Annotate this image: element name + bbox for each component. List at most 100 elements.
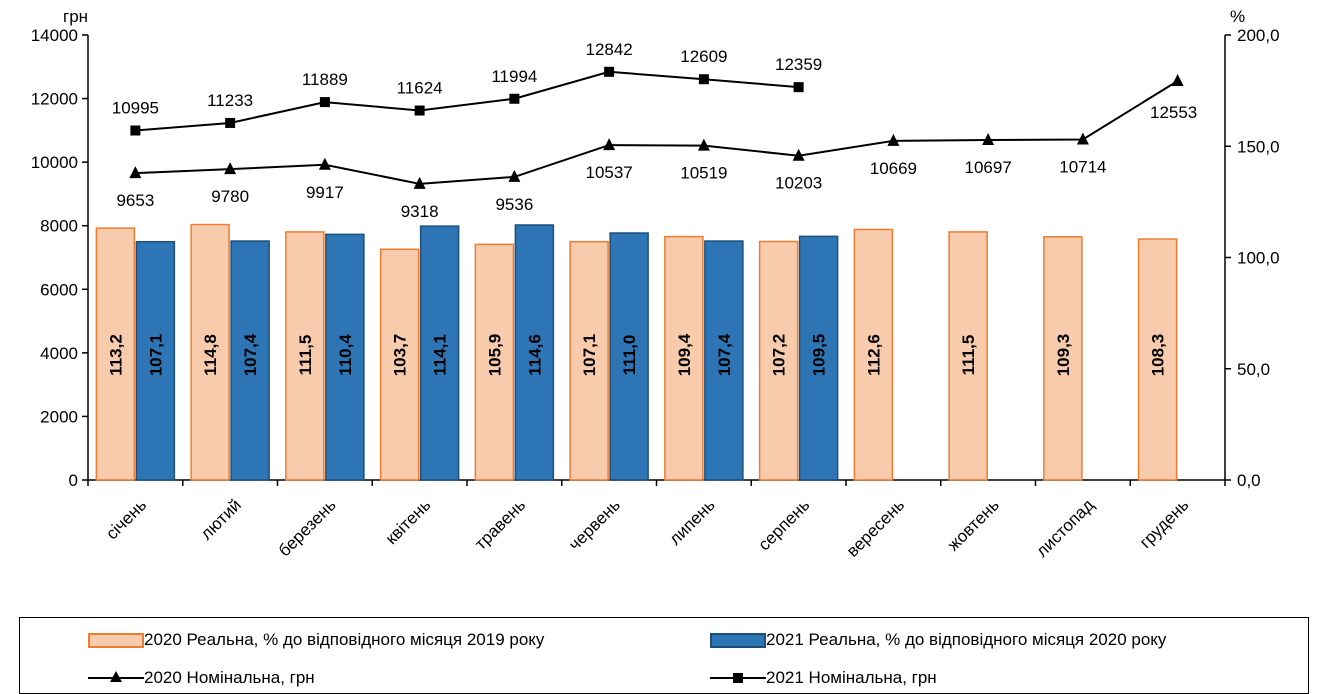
bar-label-2020-0: 113,2 (106, 334, 125, 376)
right-tick-label-3: 150,0 (1237, 137, 1280, 156)
right-tick-label-2: 100,0 (1237, 249, 1280, 268)
label-2021-nominal-6: 12609 (680, 47, 727, 66)
point-2020-nominal-10 (1076, 132, 1089, 145)
label-2021-nominal-5: 12842 (585, 40, 632, 59)
label-2021-nominal-3: 11624 (397, 79, 443, 98)
bar-2020-7 (758, 240, 799, 481)
right-tick-label-4: 200,0 (1237, 26, 1280, 45)
bar-label-2020-3: 103,7 (391, 334, 410, 377)
line-2021-nominal (135, 70, 799, 132)
bar-label-2021-7: 109,5 (810, 334, 829, 377)
label-2020-nominal-6: 10519 (680, 164, 727, 183)
point-2021-nominal-4 (509, 93, 520, 104)
legend-item-2021-nominal: 2021 Номінальна, грн (710, 668, 937, 688)
bar-2020-5 (569, 240, 609, 481)
bar-label-2020-4: 105,9 (485, 334, 504, 377)
bar-label-2020-10: 109,3 (1054, 334, 1073, 377)
point-2020-nominal-7 (792, 148, 805, 161)
label-2021-nominal-1: 11233 (207, 91, 253, 110)
label-2020-nominal-1: 9780 (211, 187, 249, 206)
label-2020-nominal-0: 9653 (116, 191, 154, 210)
label-2020-nominal-7: 10203 (775, 174, 822, 193)
label-2021-nominal-4: 11994 (491, 67, 537, 86)
right-axis-unit: % (1230, 7, 1245, 26)
bar-2021-3 (419, 225, 460, 481)
left-tick-label-2: 4000 (40, 344, 78, 363)
legend-label-2021-real: 2021 Реальна, % до відповідного місяця 2… (766, 630, 1167, 649)
legend-label-2020-nominal: 2020 Номінальна, грн (144, 668, 315, 687)
label-2020-nominal-2: 9917 (306, 183, 344, 202)
category-label-6: липень (665, 495, 718, 548)
category-label-9: жовтень (944, 495, 1003, 554)
point-2021-nominal-5 (604, 66, 615, 77)
bar-2020-11 (1137, 238, 1178, 481)
label-2021-nominal-7: 12359 (775, 55, 822, 74)
left-tick-label-5: 10000 (31, 153, 78, 172)
bar-label-2021-0: 107,1 (146, 334, 165, 377)
left-tick-label-1: 2000 (40, 407, 78, 426)
label-2020-nominal-11: 12553 (1150, 103, 1197, 122)
bar-2020-0 (95, 227, 136, 481)
point-2020-nominal-9 (982, 132, 995, 145)
line-2020-nominal (135, 80, 1179, 185)
bar-2021-6 (704, 240, 744, 481)
bar-2020-3 (379, 248, 420, 481)
bar-2021-0 (135, 240, 176, 481)
bar-label-2020-1: 114,8 (201, 334, 220, 376)
label-2020-nominal-4: 9536 (495, 195, 533, 214)
bar-label-2020-8: 112,6 (864, 334, 883, 376)
point-2021-nominal-3 (414, 105, 425, 116)
right-tick-label-1: 50,0 (1237, 360, 1270, 379)
point-2020-nominal-11 (1171, 73, 1184, 86)
label-2020-nominal-8: 10669 (870, 159, 917, 178)
left-tick-label-4: 8000 (40, 217, 78, 236)
bar-label-2021-4: 114,6 (525, 334, 544, 376)
bar-2021-4 (514, 224, 555, 481)
label-2020-nominal-3: 9318 (401, 202, 439, 221)
point-2021-nominal-6 (698, 74, 709, 85)
label-2021-nominal-0: 10995 (112, 99, 159, 118)
label-2020-nominal-9: 10697 (964, 158, 1011, 177)
bar-label-2020-6: 109,4 (675, 333, 694, 376)
category-label-2: березень (275, 495, 340, 560)
legend-label-2020-real: 2020 Реальна, % до відповідного місяця 2… (144, 630, 545, 649)
point-2020-nominal-3 (413, 176, 426, 189)
legend-swatch-2020-real (88, 632, 144, 648)
bar-2021-2 (325, 233, 365, 481)
left-axis-unit: грн (63, 7, 88, 26)
bar-2021-1 (230, 240, 270, 481)
point-2020-nominal-2 (318, 157, 331, 170)
category-label-4: травень (471, 495, 529, 553)
bar-2020-10 (1043, 236, 1083, 481)
bar-label-2021-6: 107,4 (715, 333, 734, 376)
legend-item-2021-real: 2021 Реальна, % до відповідного місяця 2… (710, 630, 1166, 650)
category-label-10: листопад (1032, 495, 1097, 560)
bar-2021-5 (609, 232, 649, 481)
legend: 2020 Реальна, % до відповідного місяця 2… (19, 617, 1309, 694)
label-2020-nominal-5: 10537 (585, 163, 632, 182)
left-tick-label-7: 14000 (31, 26, 78, 45)
point-2020-nominal-8 (887, 133, 900, 146)
category-label-1: лютий (197, 495, 245, 543)
bar-label-2020-7: 107,2 (770, 334, 789, 377)
bar-2021-7 (798, 235, 839, 481)
point-2020-nominal-4 (508, 169, 521, 182)
right-tick-label-0: 0,0 (1237, 471, 1261, 490)
legend-item-2020-nominal: 2020 Номінальна, грн (88, 668, 315, 688)
point-2020-nominal-6 (697, 138, 710, 151)
legend-line-2020-nominal (88, 670, 144, 686)
legend-line-2021-nominal (710, 670, 766, 686)
bar-label-2020-5: 107,1 (580, 334, 599, 377)
bar-label-2021-1: 107,4 (241, 333, 260, 376)
category-label-3: квітень (382, 495, 435, 548)
legend-item-2020-real: 2020 Реальна, % до відповідного місяця 2… (88, 630, 544, 650)
point-2021-nominal-2 (319, 97, 330, 108)
left-tick-label-6: 12000 (31, 90, 78, 109)
point-2021-nominal-0 (130, 125, 141, 136)
bar-2020-1 (190, 223, 230, 481)
left-tick-label-0: 0 (69, 471, 78, 490)
point-2020-nominal-1 (224, 162, 237, 175)
category-label-8: вересень (843, 495, 908, 560)
legend-label-2021-nominal: 2021 Номінальна, грн (766, 668, 937, 687)
category-label-5: червень (565, 495, 624, 554)
